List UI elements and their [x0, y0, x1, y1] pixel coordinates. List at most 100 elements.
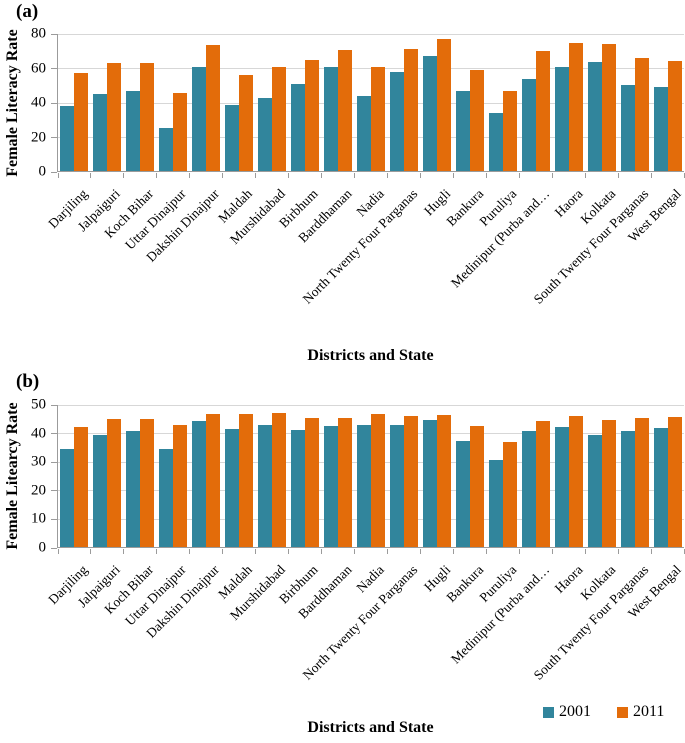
x-tick-mark: [518, 173, 520, 178]
x-tick-mark: [683, 549, 685, 554]
bar-group: [552, 405, 585, 547]
x-tick-mark: [156, 549, 158, 554]
bar-group: [190, 34, 223, 171]
y-axis-ticks-b: 0 10 20 30 40 50: [0, 397, 57, 555]
bar-2001: [422, 56, 437, 171]
legend-swatch-2001-icon: [543, 706, 554, 718]
x-tick-mark: [683, 173, 685, 178]
bar-2001: [60, 449, 75, 547]
bar-group: [486, 34, 519, 171]
bar-2001: [521, 78, 536, 171]
y-tick-mark: [51, 33, 57, 35]
bar-2011: [338, 417, 353, 547]
bar-2001: [521, 431, 536, 547]
bar-group: [58, 34, 91, 171]
bar-group: [585, 34, 618, 171]
legend-label-2001: 2001: [559, 703, 591, 720]
bar-group: [388, 405, 421, 547]
x-tick-mark: [156, 173, 158, 178]
x-tick-mark: [255, 173, 257, 178]
bar-2011: [272, 413, 287, 547]
x-tick-mark: [452, 173, 454, 178]
bar-group: [157, 405, 190, 547]
y-tick-mark: [51, 171, 57, 173]
panel-label-b: (b): [16, 371, 40, 392]
x-tick-mark: [617, 173, 619, 178]
y-tick-mark: [51, 547, 57, 549]
x-tick-mark: [452, 549, 454, 554]
bar-2011: [305, 59, 320, 171]
x-tick-mark: [419, 549, 421, 554]
bar-2001: [390, 71, 404, 171]
y-tick-label: 10: [31, 510, 46, 527]
bar-2011: [173, 424, 188, 547]
bar-2011: [272, 67, 287, 171]
legend: 2001 2011: [543, 703, 664, 721]
legend-swatch-2011-icon: [617, 706, 628, 718]
bar-2011: [667, 60, 682, 171]
bar-2011: [404, 415, 418, 547]
bar-group: [618, 405, 651, 547]
bars: [58, 34, 684, 171]
x-tick-mark: [419, 173, 421, 178]
bar-group: [91, 405, 124, 547]
bar-2001: [192, 420, 207, 547]
bar-2001: [653, 87, 668, 171]
bar-2001: [258, 98, 273, 171]
y-tick-mark: [51, 404, 57, 406]
y-tick-mark: [51, 102, 57, 104]
bar-2011: [601, 420, 616, 547]
bar-group: [223, 405, 256, 547]
bar-2011: [338, 50, 353, 171]
bar-2011: [568, 416, 583, 547]
x-tick-mark: [288, 549, 290, 554]
bar-2001: [225, 105, 240, 171]
bar-2011: [502, 441, 517, 547]
bar-2011: [239, 414, 254, 547]
bar-2011: [107, 419, 122, 547]
bar-group: [519, 34, 552, 171]
y-tick-label: 0: [38, 539, 47, 556]
x-tick-mark: [354, 173, 356, 178]
y-tick-mark: [51, 68, 57, 69]
bar-group: [322, 405, 355, 547]
bar-2001: [60, 105, 75, 171]
bar-2011: [502, 91, 517, 171]
y-tick-label: 40: [31, 425, 46, 442]
bar-2001: [653, 428, 668, 547]
y-tick-mark: [51, 490, 57, 492]
x-tick-mark: [321, 173, 323, 178]
bar-2011: [140, 63, 155, 171]
y-tick-label: 30: [31, 453, 46, 470]
bar-2001: [159, 128, 174, 171]
panel-label-a: (a): [16, 1, 39, 22]
x-tick-mark: [386, 549, 388, 554]
bar-group: [289, 405, 322, 547]
bar-2011: [634, 57, 649, 171]
x-tick-mark: [354, 549, 356, 554]
bar-2011: [469, 69, 484, 171]
bar-2001: [554, 426, 569, 547]
x-axis-labels-b: Darjiling Jalpaiguri Koch Bihar Uttar Dinaj…: [45, 552, 684, 712]
legend-label-2011: 2011: [633, 703, 665, 720]
bar-2011: [469, 425, 484, 547]
bar-2001: [357, 95, 372, 171]
bar-2011: [404, 48, 418, 171]
bar-group: [91, 34, 124, 171]
x-axis-title-a: Districts and State: [307, 347, 434, 364]
bar-group: [453, 405, 486, 547]
x-tick-mark: [57, 173, 59, 178]
y-tick-label: 0: [38, 163, 47, 180]
bars: [58, 405, 684, 547]
bar-2011: [173, 93, 188, 171]
bar-group: [355, 34, 388, 171]
x-tick-mark: [321, 549, 323, 554]
y-tick-label: 20: [31, 482, 46, 499]
bar-2001: [554, 66, 569, 171]
x-tick-mark: [518, 549, 520, 554]
bar-2011: [667, 416, 682, 547]
x-tick-mark: [189, 549, 191, 554]
bar-group: [651, 34, 684, 171]
bar-2001: [324, 66, 339, 171]
bar-group: [256, 405, 289, 547]
